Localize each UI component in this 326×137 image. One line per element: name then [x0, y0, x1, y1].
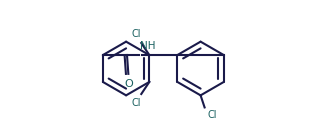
Text: O: O — [124, 79, 133, 89]
Text: Cl: Cl — [131, 98, 141, 108]
Text: NH: NH — [140, 41, 155, 51]
Text: Cl: Cl — [207, 110, 217, 120]
Text: Cl: Cl — [131, 29, 141, 39]
